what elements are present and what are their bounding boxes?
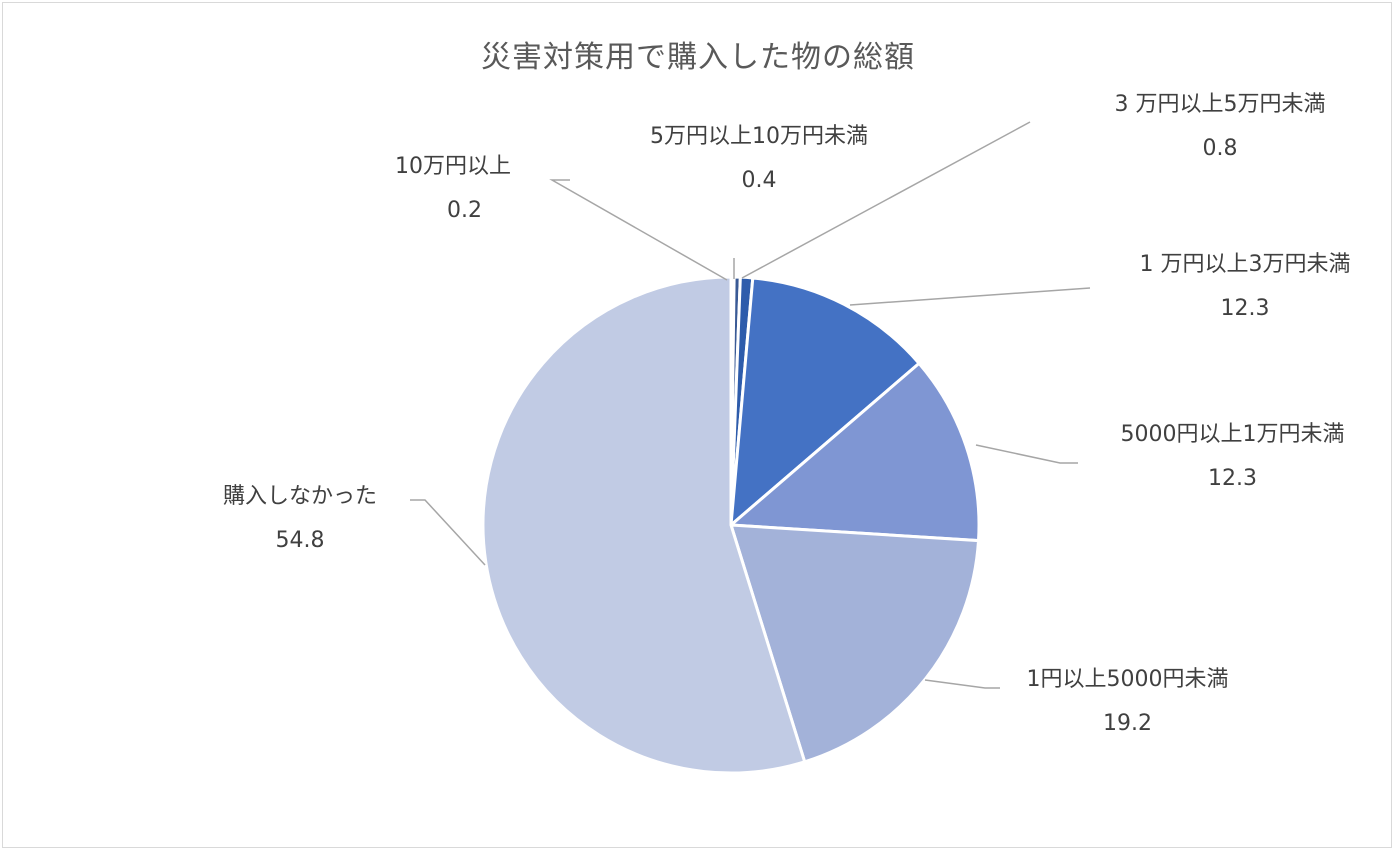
- pie-slices: [481, 275, 981, 775]
- data-label-value: 0.2: [447, 198, 482, 223]
- leader-line-1yen: [924, 679, 1000, 689]
- data-label-value: 12.3: [1208, 466, 1257, 491]
- pie-slice: [728, 523, 981, 764]
- data-label-value: 19.2: [1103, 711, 1152, 736]
- data-label-name: 5万円以上10万円未満: [650, 124, 868, 149]
- data-label-5man-10man: 5万円以上10万円未満 0.4: [604, 122, 914, 196]
- data-label-10man: 10万円以上 0.2: [395, 152, 511, 226]
- data-label-name: 5000円以上1万円未満: [1120, 422, 1345, 447]
- data-label-value: 0.8: [1202, 136, 1238, 161]
- data-label-3man-5man: 3 万円以上5万円未満 0.8: [1065, 90, 1375, 164]
- data-label-name: 1 万円以上3万円未満: [1139, 252, 1351, 277]
- leader-line-5000: [975, 444, 1078, 464]
- data-label-name: 10万円以上: [395, 154, 511, 179]
- data-label-name: 購入しなかった: [222, 484, 377, 509]
- leader-line-1man: [849, 287, 1091, 306]
- leader-line-none: [410, 499, 486, 566]
- pie-slice: [729, 276, 922, 529]
- pie-slice: [481, 275, 807, 775]
- data-label-1yen-5000: 1円以上5000円未満 19.2: [995, 665, 1260, 739]
- data-label-name: 1円以上5000円未満: [1026, 667, 1229, 692]
- data-label-none: 購入しなかった 54.8: [190, 482, 410, 556]
- leader-line-10man: [549, 179, 728, 281]
- data-label-value: 12.3: [1220, 296, 1270, 321]
- data-label-value: 0.4: [741, 168, 777, 193]
- data-label-5000-1man: 5000円以上1万円未満 12.3: [1080, 420, 1385, 494]
- data-label-1man-3man: 1 万円以上3万円未満 12.3: [1095, 250, 1395, 324]
- data-label-name: 3 万円以上5万円未満: [1114, 92, 1326, 117]
- pie-slice: [727, 361, 981, 543]
- leader-line-3man: [741, 121, 1031, 279]
- chart-title: 災害対策用で購入した物の総額: [481, 40, 915, 75]
- data-label-value: 54.8: [275, 528, 325, 553]
- leader-lines: [410, 121, 1091, 689]
